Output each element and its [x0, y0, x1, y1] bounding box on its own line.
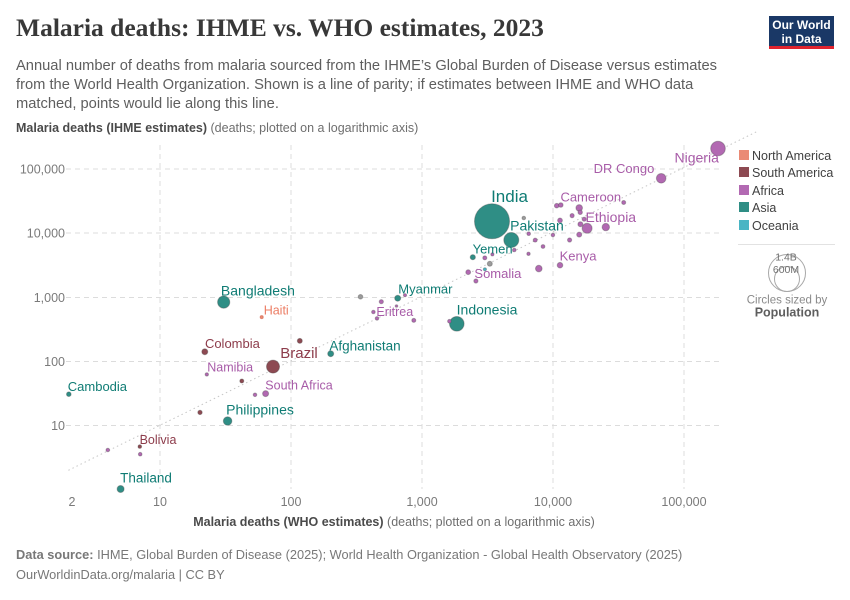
svg-text:Haiti: Haiti: [264, 303, 289, 317]
svg-text:10,000: 10,000: [534, 495, 572, 509]
svg-text:Somalia: Somalia: [474, 266, 522, 281]
svg-text:2: 2: [69, 495, 76, 509]
svg-text:1,000: 1,000: [34, 291, 65, 305]
svg-text:Myanmar: Myanmar: [398, 281, 453, 296]
svg-text:10: 10: [51, 419, 65, 433]
svg-text:600M: 600M: [773, 264, 799, 276]
svg-text:100: 100: [281, 495, 302, 509]
svg-text:100: 100: [44, 355, 65, 369]
svg-text:Thailand: Thailand: [120, 471, 172, 486]
svg-text:Yemen: Yemen: [473, 241, 513, 256]
svg-text:100,000: 100,000: [20, 163, 65, 177]
svg-text:Bolivia: Bolivia: [140, 433, 177, 447]
svg-text:Brazil: Brazil: [280, 345, 318, 362]
svg-text:Eritrea: Eritrea: [376, 305, 413, 319]
svg-text:Circles sized by: Circles sized by: [747, 295, 828, 307]
svg-text:Cambodia: Cambodia: [68, 379, 128, 394]
svg-text:10,000: 10,000: [27, 227, 65, 241]
svg-text:1,000: 1,000: [406, 495, 437, 509]
svg-text:Philippines: Philippines: [226, 402, 294, 418]
svg-text:Population: Population: [755, 306, 820, 320]
svg-text:Nigeria: Nigeria: [675, 149, 720, 165]
svg-text:10: 10: [153, 495, 167, 509]
svg-text:Kenya: Kenya: [560, 248, 598, 263]
svg-text:Ethiopia: Ethiopia: [586, 209, 637, 225]
svg-text:100,000: 100,000: [661, 495, 706, 509]
svg-text:Cameroon: Cameroon: [560, 189, 621, 204]
svg-text:Indonesia: Indonesia: [457, 302, 518, 318]
svg-text:Pakistan: Pakistan: [510, 218, 564, 234]
svg-text:Colombia: Colombia: [205, 336, 261, 351]
svg-text:South Africa: South Africa: [265, 378, 332, 392]
svg-text:Namibia: Namibia: [207, 361, 253, 375]
svg-text:DR Congo: DR Congo: [594, 161, 655, 176]
svg-text:India: India: [491, 187, 528, 206]
svg-text:1.4B: 1.4B: [775, 252, 797, 264]
svg-text:Afghanistan: Afghanistan: [329, 339, 400, 354]
svg-text:Bangladesh: Bangladesh: [221, 282, 295, 298]
